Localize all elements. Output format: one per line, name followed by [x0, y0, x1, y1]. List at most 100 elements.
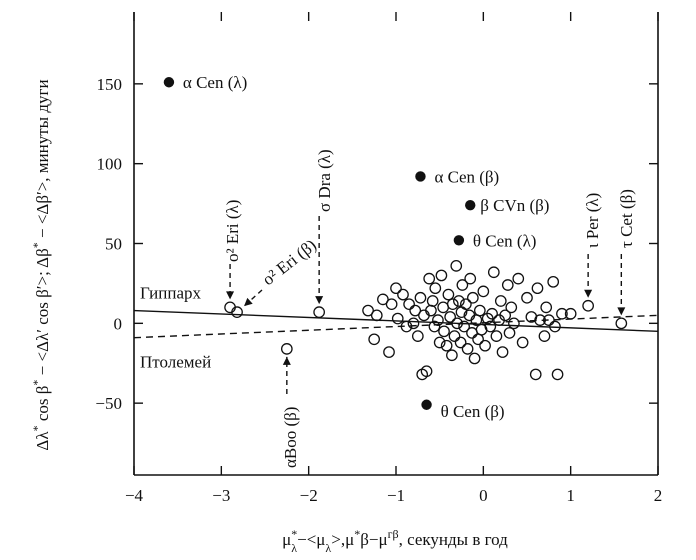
- data-point-open: [564, 307, 577, 320]
- data-point-open: [442, 288, 455, 301]
- data-point-open: [479, 339, 491, 352]
- data-point-open: [391, 312, 404, 325]
- label-sigma-dra-lambda: σ Dra (λ): [315, 149, 334, 212]
- data-point-open: [420, 365, 433, 378]
- label-alpha-cen-lambda: α Cen (λ): [183, 73, 247, 92]
- data-point-open: [473, 304, 486, 317]
- arrow-tau-cet-beta-head: [617, 307, 626, 316]
- data-point-open: [499, 309, 512, 322]
- data-point-open: [460, 298, 472, 311]
- data-point-filled: [421, 399, 432, 410]
- arrow-omicron2-eri-beta-head: [244, 297, 253, 307]
- x-tick-label: −1: [387, 486, 405, 505]
- data-point-open: [501, 279, 514, 291]
- data-point-open: [377, 293, 389, 306]
- y-tick-label: −50: [95, 394, 122, 413]
- data-point-open: [461, 343, 474, 355]
- arrow-omicron2-eri-lambda-head: [226, 291, 235, 300]
- data-point-open: [435, 269, 448, 282]
- data-point-open: [411, 330, 424, 342]
- data-point-open: [383, 346, 395, 358]
- data-point-open: [370, 309, 383, 322]
- data-point-open: [529, 368, 542, 381]
- data-point-open: [385, 298, 398, 311]
- data-point-open: [313, 306, 325, 319]
- data-point-open: [508, 317, 520, 330]
- x-tick-label: 2: [654, 486, 663, 505]
- y-tick-label: 150: [97, 75, 123, 94]
- data-point-open: [516, 336, 529, 349]
- data-point-open: [446, 298, 459, 311]
- data-point-open: [503, 327, 516, 339]
- x-tick-label: 0: [479, 486, 488, 505]
- arrow-alpha-boo-beta-head: [282, 356, 291, 365]
- data-point-open: [409, 304, 422, 317]
- y-axis-title: Δλ* cos β* − <Δλ′ cos β′>; Δβ* − <Δβ′>, …: [30, 79, 52, 450]
- y-tick-label: 0: [114, 314, 123, 333]
- label-hipparchus: Гиппарх: [140, 284, 202, 303]
- data-point-open: [280, 343, 293, 355]
- data-point-open: [540, 301, 553, 314]
- data-point-open: [453, 295, 465, 307]
- label-alpha-boo-beta: αBoo (β): [281, 407, 300, 468]
- arrow-sigma-dra-lambda-head: [315, 296, 324, 305]
- arrow-iota-per-lambda-head: [584, 289, 593, 298]
- y-tick-label: 100: [97, 155, 123, 174]
- x-tick-label: −2: [300, 486, 318, 505]
- data-point-filled: [163, 77, 175, 88]
- data-point-open: [448, 330, 461, 342]
- data-point-open: [477, 285, 490, 298]
- x-tick-label: −4: [125, 486, 144, 505]
- y-tick-label: 50: [105, 235, 122, 254]
- data-point-open: [450, 260, 463, 272]
- label-theta-cen-beta: θ Cen (β): [441, 402, 505, 421]
- hipparchus-line: [133, 309, 659, 333]
- data-point-filled: [453, 235, 465, 246]
- data-point-open: [582, 299, 594, 312]
- data-point-open: [512, 272, 525, 285]
- label-omicron2-eri-lambda: ο² Eri (λ): [223, 200, 242, 262]
- data-point-open: [534, 314, 546, 326]
- data-point-open: [484, 320, 497, 333]
- data-point-open: [451, 317, 463, 330]
- data-point-open: [428, 320, 441, 333]
- data-point-open: [456, 279, 469, 291]
- data-point-open: [423, 272, 436, 285]
- data-point-open: [487, 266, 500, 279]
- data-point-open: [407, 317, 420, 330]
- data-point-open: [414, 291, 427, 304]
- data-point-open: [549, 320, 561, 333]
- data-point-open: [400, 320, 413, 333]
- label-theta-cen-lambda: θ Cen (λ): [473, 231, 537, 250]
- label-tau-cet-beta: τ Cet (β): [617, 189, 636, 248]
- data-point-open: [464, 272, 477, 285]
- data-point-open: [542, 314, 555, 326]
- data-point-open: [521, 291, 533, 304]
- data-point-open: [362, 304, 374, 317]
- data-point-open: [429, 282, 442, 295]
- data-point-open: [432, 314, 444, 326]
- data-point-open: [486, 307, 498, 320]
- data-point-open: [505, 301, 518, 314]
- data-point-open: [426, 295, 439, 307]
- x-tick-label: 1: [566, 486, 575, 505]
- data-point-open: [615, 317, 628, 330]
- data-point-open: [368, 333, 381, 346]
- data-point-filled: [465, 199, 476, 211]
- data-point-open: [547, 275, 560, 288]
- data-point-open: [438, 325, 450, 338]
- label-ptolemy: Птолемей: [140, 353, 211, 372]
- data-point-open: [538, 330, 551, 342]
- data-point-open: [458, 320, 470, 333]
- x-tick-label: −3: [212, 486, 230, 505]
- data-point-open: [446, 349, 458, 362]
- data-point-open: [390, 282, 402, 295]
- data-point-open: [490, 330, 503, 342]
- data-point-open: [468, 352, 481, 365]
- data-point-open: [494, 295, 507, 307]
- data-point-open: [551, 368, 564, 381]
- label-iota-per-lambda: ι Per (λ): [583, 193, 602, 248]
- data-point-open: [531, 282, 544, 295]
